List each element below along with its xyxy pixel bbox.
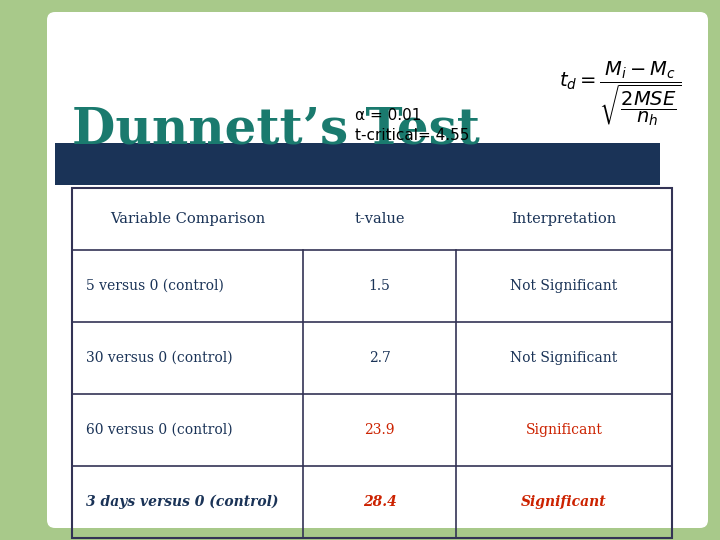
Text: Not Significant: Not Significant (510, 279, 618, 293)
Text: 30 versus 0 (control): 30 versus 0 (control) (86, 351, 233, 365)
Text: α = 0.01: α = 0.01 (355, 107, 421, 123)
Text: 1.5: 1.5 (369, 279, 390, 293)
Text: 5 versus 0 (control): 5 versus 0 (control) (86, 279, 224, 293)
Text: 60 versus 0 (control): 60 versus 0 (control) (86, 423, 233, 437)
Text: Interpretation: Interpretation (511, 212, 616, 226)
Text: 2.7: 2.7 (369, 351, 390, 365)
Text: t-critical= 4.55: t-critical= 4.55 (355, 127, 469, 143)
Text: $t_d = \dfrac{M_i - M_c}{\sqrt{\dfrac{2MSE}{n_h}}}$: $t_d = \dfrac{M_i - M_c}{\sqrt{\dfrac{2M… (559, 60, 681, 130)
Text: 3 days versus 0 (control): 3 days versus 0 (control) (86, 495, 279, 509)
Text: Not Significant: Not Significant (510, 351, 618, 365)
Text: Dunnett’s Test: Dunnett’s Test (72, 105, 480, 154)
FancyBboxPatch shape (47, 12, 708, 528)
Text: 28.4: 28.4 (363, 495, 397, 509)
Bar (55, 143, 660, 185)
Bar (72, 188, 672, 538)
Text: t-value: t-value (354, 212, 405, 226)
Text: Significant: Significant (526, 423, 603, 437)
Text: Significant: Significant (521, 495, 607, 509)
Text: 23.9: 23.9 (364, 423, 395, 437)
Bar (0, 0, 155, 150)
Text: Variable Comparison: Variable Comparison (110, 212, 265, 226)
